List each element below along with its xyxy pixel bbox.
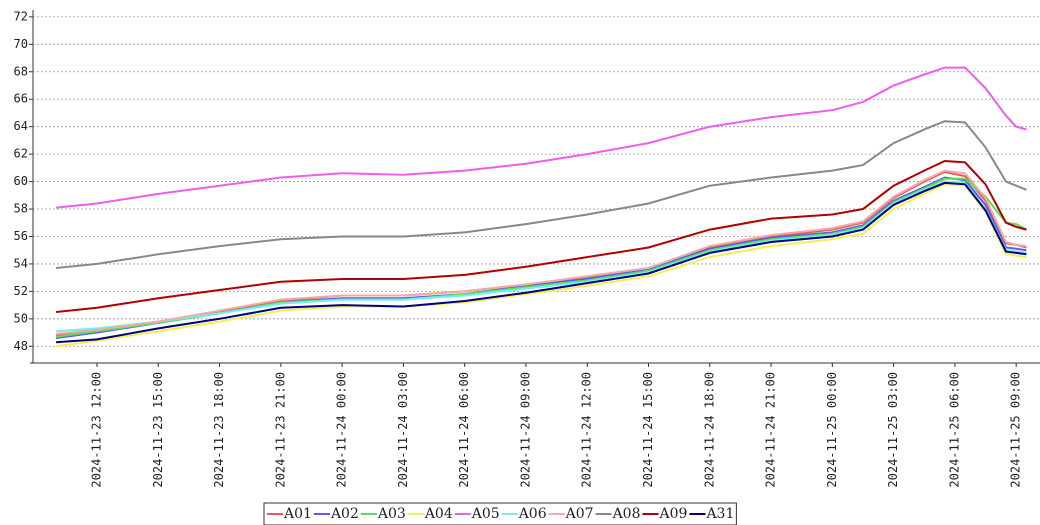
y-tick-label: 62 [14,147,28,161]
legend-label: A04 [424,506,453,522]
x-tick-label: 2024-11-24 18:00 [702,372,716,488]
x-tick-label: 2024-11-24 21:00 [764,372,778,488]
legend-label: A07 [565,506,594,522]
x-tick-label: 2024-11-23 12:00 [90,372,104,488]
x-tick-label: 2024-11-24 15:00 [641,372,655,488]
y-tick-label: 72 [14,9,28,23]
y-tick-label: 64 [14,119,28,133]
legend-label: A08 [612,506,641,522]
x-tick-label: 2024-11-25 09:00 [1009,372,1023,488]
x-tick-label: 2024-11-25 00:00 [825,372,839,488]
legend-label: A01 [283,506,312,522]
y-tick-label: 52 [14,284,28,298]
legend-label: A05 [471,506,500,522]
x-tick-label: 2024-11-23 18:00 [212,372,226,488]
legend: A01 A02 A03 A04 A05 A06 A07 A08 A09 A31 [263,502,737,525]
x-tick-label: 2024-11-23 15:00 [151,372,165,488]
legend-label: A02 [330,506,359,522]
legend-label: A06 [518,506,547,522]
x-tick-label: 2024-11-24 00:00 [335,372,349,488]
legend-box [263,502,737,525]
series-line [56,181,1027,344]
series-line [56,180,1027,333]
legend-label: A03 [377,506,406,522]
legend-label: A09 [659,506,688,522]
x-tick-label: 2024-11-25 06:00 [947,372,961,488]
x-tick-label: 2024-11-24 06:00 [457,372,471,488]
legend-label: A31 [705,506,734,522]
series-line [56,120,1027,269]
y-tick-label: 58 [14,202,28,216]
y-tick-label: 56 [14,229,28,243]
x-tick-label: 2024-11-25 03:00 [886,372,900,488]
series-line [56,66,1027,209]
x-tick-label: 2024-11-24 03:00 [396,372,410,488]
x-tick-label: 2024-11-24 09:00 [518,372,532,488]
y-tick-label: 54 [14,256,28,270]
series-line [55,159,1027,313]
y-tick-label: 70 [14,37,28,51]
y-tick-label: 66 [14,92,28,106]
y-tick-label: 48 [14,339,28,353]
series-line [56,169,1027,335]
y-tick-label: 60 [14,174,28,188]
y-tick-label: 68 [14,64,28,78]
x-tick-label: 2024-11-23 21:00 [273,372,287,488]
x-tick-label: 2024-11-24 12:00 [580,372,594,488]
y-tick-label: 50 [14,311,28,325]
